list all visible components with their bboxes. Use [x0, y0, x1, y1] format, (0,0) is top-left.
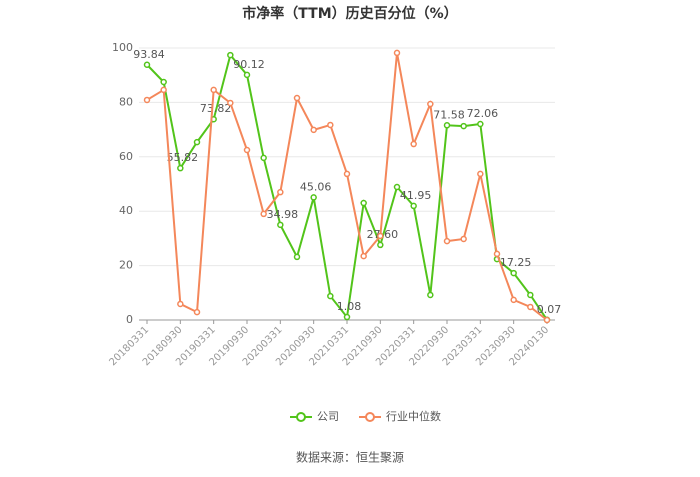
point	[210, 86, 217, 94]
point	[527, 303, 534, 311]
legend-swatch	[365, 412, 375, 422]
point	[393, 183, 401, 191]
data-label: 72.06	[467, 107, 499, 120]
legend-item: 公司	[290, 410, 339, 423]
point	[243, 71, 251, 79]
point	[393, 49, 401, 57]
point	[193, 138, 201, 146]
chart-title: 市净率（TTM）历史百分位（%）	[242, 5, 457, 22]
data-label: 1.08	[337, 300, 362, 313]
point	[410, 140, 417, 148]
point	[327, 121, 334, 129]
point	[360, 252, 367, 260]
point	[160, 78, 167, 86]
point	[477, 170, 484, 178]
data-label: 73.82	[200, 102, 232, 115]
data-label: 0.07	[537, 303, 562, 316]
point	[343, 313, 351, 321]
legend-swatch	[296, 412, 306, 422]
point	[543, 316, 551, 324]
point	[243, 146, 251, 154]
point	[443, 237, 451, 245]
data-label: 41.95	[400, 189, 432, 202]
legend-item: 行业中位数	[359, 409, 441, 423]
point	[193, 308, 201, 316]
series-line	[146, 52, 548, 321]
y-tick-label: 20	[119, 259, 133, 272]
data-label: 93.84	[133, 48, 165, 61]
data-label: 45.06	[300, 180, 332, 193]
point	[327, 292, 334, 300]
y-tick-label: 40	[119, 204, 133, 217]
point	[277, 221, 284, 229]
point	[427, 291, 434, 299]
point	[510, 269, 517, 277]
point	[427, 100, 434, 108]
point	[143, 61, 151, 69]
point	[360, 199, 367, 207]
point	[227, 51, 234, 59]
point	[260, 154, 267, 162]
point	[310, 194, 317, 201]
point	[477, 120, 484, 128]
point	[277, 188, 284, 196]
point	[293, 253, 301, 261]
point	[377, 241, 384, 249]
point	[410, 202, 417, 210]
source: 数据来源：恒生聚源	[296, 450, 404, 465]
data-label: 71.58	[433, 108, 465, 121]
point	[377, 232, 384, 240]
data-label: 17.25	[500, 256, 532, 269]
point	[460, 235, 467, 243]
y-tick-label: 100	[112, 41, 133, 54]
point	[493, 250, 501, 258]
point	[310, 126, 317, 134]
point	[293, 94, 301, 102]
point	[343, 170, 351, 178]
point	[177, 300, 184, 308]
point	[143, 96, 151, 104]
y-tick-label: 80	[119, 95, 133, 108]
point	[260, 210, 267, 218]
y-tick-label: 60	[119, 150, 133, 163]
point	[443, 122, 451, 129]
point	[510, 296, 517, 304]
y-tick-label: 0	[126, 313, 133, 326]
point	[460, 122, 467, 130]
point	[227, 99, 234, 107]
legend-label: 行业中位数	[386, 409, 441, 423]
point	[527, 291, 534, 299]
point	[177, 164, 184, 172]
point	[160, 86, 167, 94]
data-label: 34.98	[267, 208, 299, 221]
data-label: 90.12	[233, 58, 265, 71]
data-label: 55.82	[167, 151, 199, 164]
legend-label: 公司	[317, 410, 339, 423]
